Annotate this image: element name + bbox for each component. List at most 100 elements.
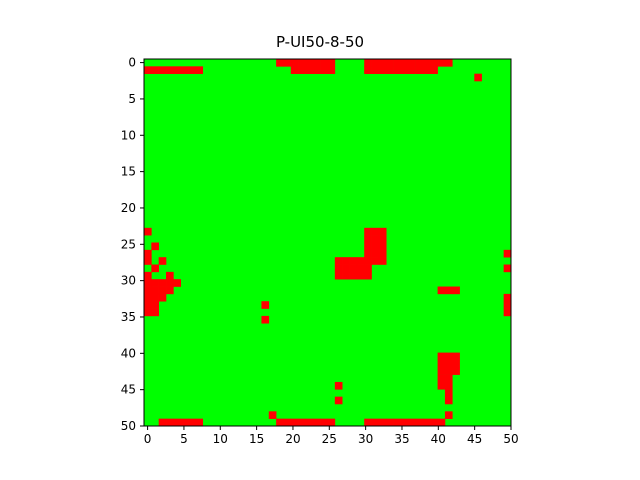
heatmap-cell-marked: [166, 66, 174, 74]
heatmap-cell-marked: [312, 418, 321, 427]
heatmap-cell-marked: [444, 389, 453, 397]
heatmap-cell-marked: [158, 279, 167, 287]
heatmap-cell-marked: [386, 418, 394, 427]
heatmap-cell-marked: [320, 66, 328, 74]
x-tick-label: 50: [503, 432, 518, 446]
heatmap-cell-marked: [371, 242, 380, 251]
heatmap-cell-marked: [371, 418, 380, 427]
heatmap-cell-marked: [444, 411, 453, 419]
y-tick-label: 30: [121, 274, 136, 288]
heatmap-cell-marked: [173, 66, 181, 74]
y-tick-label: 35: [121, 310, 136, 324]
heatmap-cell-marked: [320, 59, 328, 67]
heatmap-cell-marked: [364, 242, 372, 251]
heatmap-cell-marked: [195, 66, 204, 74]
heatmap-cell-marked: [290, 418, 299, 427]
heatmap-cell-marked: [408, 59, 416, 67]
heatmap-cell-marked: [276, 59, 284, 67]
heatmap-cell-marked: [393, 66, 402, 74]
x-tick-label: 35: [394, 432, 409, 446]
heatmap-cell-marked: [144, 66, 152, 74]
heatmap-cell-marked: [144, 293, 152, 302]
heatmap-cell-marked: [364, 235, 372, 243]
heatmap-cell-marked: [371, 66, 380, 74]
heatmap-cell-marked: [158, 293, 167, 302]
y-tick-label: 5: [128, 92, 136, 106]
heatmap-cell-marked: [290, 59, 299, 67]
heatmap-cell-marked: [144, 286, 152, 295]
heatmap-cell-marked: [151, 242, 159, 251]
heatmap-cell-marked: [444, 286, 453, 295]
heatmap-cell-marked: [364, 271, 372, 280]
heatmap-cell-marked: [437, 286, 446, 295]
heatmap-cell-marked: [158, 418, 167, 427]
x-tick-label: 20: [285, 432, 300, 446]
heatmap-cell-marked: [437, 418, 446, 427]
heatmap-cell-marked: [276, 418, 284, 427]
heatmap-cell-marked: [158, 257, 167, 265]
heatmap-cell-marked: [144, 271, 152, 280]
heatmap-cell-marked: [166, 271, 174, 280]
heatmap-cell-marked: [298, 59, 306, 67]
y-tick-label: 45: [121, 383, 136, 397]
heatmap-cell-marked: [444, 367, 453, 375]
heatmap-cell-marked: [364, 59, 372, 67]
heatmap-cell-marked: [144, 257, 152, 265]
heatmap-cells: [144, 59, 512, 427]
heatmap-cell-marked: [430, 418, 438, 427]
heatmap-cell-marked: [342, 257, 350, 265]
heatmap-cell-marked: [144, 301, 152, 309]
heatmap-cell-marked: [444, 352, 453, 361]
heatmap-cell-marked: [474, 73, 482, 82]
heatmap-cell-marked: [151, 301, 159, 309]
x-axis: 0 5 10 15 20 25 30 35 40 45 50: [144, 426, 519, 446]
heatmap-cell-marked: [312, 66, 321, 74]
heatmap-cell-marked: [378, 249, 387, 258]
heatmap-cell-marked: [400, 66, 409, 74]
heatmap-cell-marked: [437, 352, 446, 361]
heatmap-cell-marked: [437, 367, 446, 375]
y-axis: 0 5 10 15 20 25 30 35 40 45 50: [121, 56, 144, 433]
heatmap-cell-marked: [378, 418, 387, 427]
heatmap-cell-marked: [349, 257, 358, 265]
heatmap-cell-marked: [364, 257, 372, 265]
heatmap-cell-marked: [261, 301, 270, 309]
heatmap-cell-marked: [378, 227, 387, 236]
heatmap-cell-marked: [437, 59, 446, 67]
heatmap-cell-marked: [430, 59, 438, 67]
x-tick-label: 40: [431, 432, 446, 446]
heatmap-cell-marked: [166, 286, 174, 295]
x-tick-label: 30: [358, 432, 373, 446]
heatmap-cell-marked: [437, 359, 446, 368]
heatmap-cell-marked: [364, 418, 372, 427]
heatmap-cell-marked: [364, 227, 372, 236]
heatmap-cell-marked: [364, 249, 372, 258]
y-tick-label: 10: [121, 128, 136, 142]
heatmap-cell-marked: [422, 66, 431, 74]
y-tick-label: 15: [121, 165, 136, 179]
heatmap-cell-marked: [415, 59, 424, 67]
heatmap-cell-marked: [144, 279, 152, 287]
heatmap-cell-marked: [158, 286, 167, 295]
heatmap-cell-marked: [305, 66, 314, 74]
heatmap-cell-marked: [349, 271, 358, 280]
heatmap-cell-marked: [334, 264, 343, 273]
heatmap-cell-marked: [151, 286, 159, 295]
heatmap-cell-marked: [371, 235, 380, 243]
heatmap-cell-marked: [298, 418, 306, 427]
heatmap-cell-marked: [334, 271, 343, 280]
heatmap-cell-marked: [503, 308, 512, 317]
heatmap-cell-marked: [305, 59, 314, 67]
heatmap-cell-marked: [371, 59, 380, 67]
heatmap-cell-marked: [452, 359, 460, 368]
heatmap-cell-marked: [151, 279, 159, 287]
heatmap-cell-marked: [386, 59, 394, 67]
heatmap-cell-marked: [503, 293, 512, 302]
heatmap-cell-marked: [400, 59, 409, 67]
heatmap-cell-marked: [327, 418, 336, 427]
heatmap-cell-marked: [452, 352, 460, 361]
heatmap-cell-marked: [356, 264, 365, 273]
heatmap-cell-marked: [334, 381, 343, 390]
heatmap-cell-marked: [180, 66, 189, 74]
